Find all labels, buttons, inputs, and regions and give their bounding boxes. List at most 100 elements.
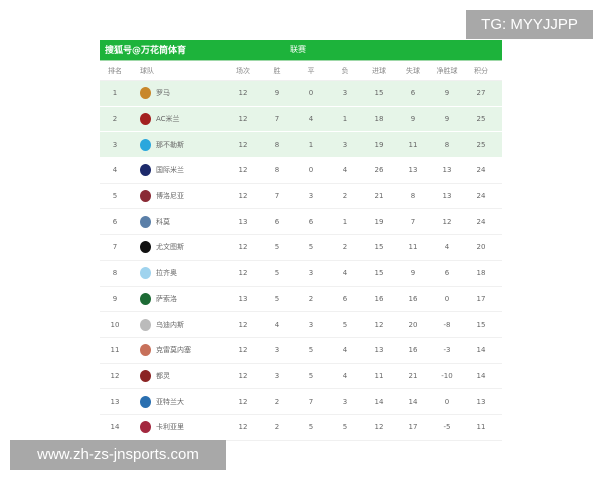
played: 13 [238, 294, 248, 303]
col-team: 球队 [140, 66, 154, 75]
drawn: 0 [308, 166, 314, 175]
points: 24 [476, 192, 486, 201]
rank: 13 [110, 397, 120, 406]
source-label: 搜狐号@万花筒体育 [105, 46, 187, 56]
drawn: 3 [308, 320, 314, 329]
goals-for: 15 [374, 243, 384, 252]
goal-diff: 9 [444, 89, 450, 98]
rank: 6 [112, 217, 118, 226]
table-title-bar: 搜狐号@万花筒体育 联赛 [100, 40, 502, 61]
col-lost: 负 [341, 66, 349, 75]
team-logo-icon [140, 369, 151, 382]
goal-diff: 9 [444, 115, 450, 124]
played: 13 [238, 217, 248, 226]
team-logo-icon [140, 267, 151, 280]
goals-for: 18 [374, 115, 384, 124]
table-row[interactable]: 9 萨索洛 13 5 2 6 16 16 0 17 [100, 287, 502, 313]
won: 2 [274, 397, 280, 406]
team-cell[interactable]: AC米兰 [130, 113, 226, 126]
goals-for: 19 [374, 140, 384, 149]
drawn: 3 [308, 192, 314, 201]
table-row[interactable]: 14 卡利亚里 12 2 5 5 12 17 -5 11 [100, 415, 502, 441]
rank: 8 [112, 269, 118, 278]
lost: 1 [342, 217, 348, 226]
team-logo-icon [140, 190, 151, 203]
goal-diff: 12 [442, 217, 452, 226]
points: 24 [476, 217, 486, 226]
team-logo-icon [140, 164, 151, 177]
goal-diff: -3 [443, 346, 451, 355]
table-row[interactable]: 11 克雷莫内塞 12 3 5 4 13 16 -3 14 [100, 338, 502, 364]
played: 12 [238, 346, 248, 355]
lost: 3 [342, 397, 348, 406]
table-row[interactable]: 7 尤文图斯 12 5 5 2 15 11 4 20 [100, 235, 502, 261]
team-logo-icon [140, 241, 151, 254]
team-cell[interactable]: 卡利亚里 [130, 421, 226, 434]
drawn: 5 [308, 243, 314, 252]
table-row[interactable]: 2 AC米兰 12 7 4 1 18 9 9 25 [100, 106, 502, 133]
won: 5 [274, 269, 280, 278]
goals-for: 26 [374, 166, 384, 175]
goal-diff: 0 [444, 294, 450, 303]
team-cell[interactable]: 都灵 [130, 369, 226, 382]
goals-for: 13 [374, 346, 384, 355]
team-cell[interactable]: 拉齐奥 [130, 267, 226, 280]
drawn: 7 [308, 397, 314, 406]
league-label: 联赛 [290, 45, 306, 54]
table-row[interactable]: 5 博洛尼亚 12 7 3 2 21 8 13 24 [100, 184, 502, 210]
team-cell[interactable]: 那不勒斯 [130, 138, 226, 151]
team-cell[interactable]: 罗马 [130, 87, 226, 100]
goals-against: 16 [408, 346, 418, 355]
lost: 5 [342, 320, 348, 329]
goals-for: 12 [374, 320, 384, 329]
table-row[interactable]: 8 拉齐奥 12 5 3 4 15 9 6 18 [100, 261, 502, 287]
goals-against: 11 [408, 243, 418, 252]
team-cell[interactable]: 萨索洛 [130, 292, 226, 305]
table-row[interactable]: 12 都灵 12 3 5 4 11 21 -10 14 [100, 364, 502, 390]
team-name: 拉齐奥 [156, 269, 177, 278]
goal-diff: 13 [442, 166, 452, 175]
played: 12 [238, 423, 248, 432]
team-name: 乌迪内斯 [156, 320, 184, 329]
table-row[interactable]: 6 科莫 13 6 6 1 19 7 12 24 [100, 209, 502, 236]
points: 17 [476, 294, 486, 303]
won: 3 [274, 371, 280, 380]
table-row[interactable]: 1 罗马 12 9 0 3 15 6 9 27 [100, 81, 502, 107]
goals-for: 11 [374, 371, 384, 380]
team-cell[interactable]: 乌迪内斯 [130, 318, 226, 331]
team-cell[interactable]: 科莫 [130, 215, 226, 228]
col-won: 胜 [273, 66, 281, 75]
points: 20 [476, 243, 486, 252]
team-cell[interactable]: 亚特兰大 [130, 395, 226, 408]
won: 7 [274, 115, 280, 124]
goal-diff: -8 [443, 320, 451, 329]
col-rank: 排名 [108, 66, 122, 75]
team-name: AC米兰 [156, 115, 180, 124]
team-cell[interactable]: 国际米兰 [130, 164, 226, 177]
goals-for: 21 [374, 192, 384, 201]
goals-against: 9 [410, 269, 416, 278]
drawn: 4 [308, 115, 314, 124]
won: 8 [274, 166, 280, 175]
drawn: 3 [308, 269, 314, 278]
team-logo-icon [140, 292, 151, 305]
won: 6 [274, 217, 280, 226]
team-cell[interactable]: 尤文图斯 [130, 241, 226, 254]
team-name: 科莫 [156, 217, 170, 226]
watermark-bottom: www.zh-zs-jnsports.com [10, 440, 226, 470]
goals-against: 17 [408, 423, 418, 432]
table-row[interactable]: 13 亚特兰大 12 2 7 3 14 14 0 13 [100, 389, 502, 415]
rank: 14 [110, 423, 120, 432]
points: 25 [476, 115, 486, 124]
team-cell[interactable]: 博洛尼亚 [130, 190, 226, 203]
played: 12 [238, 166, 248, 175]
table-row[interactable]: 4 国际米兰 12 8 0 4 26 13 13 24 [100, 158, 502, 184]
points: 11 [476, 423, 486, 432]
team-name: 那不勒斯 [156, 140, 184, 149]
col-points: 积分 [474, 66, 488, 75]
table-row[interactable]: 10 乌迪内斯 12 4 3 5 12 20 -8 15 [100, 312, 502, 338]
team-cell[interactable]: 克雷莫内塞 [130, 344, 226, 357]
team-name: 卡利亚里 [156, 423, 184, 432]
rank: 12 [110, 371, 120, 380]
table-row[interactable]: 3 那不勒斯 12 8 1 3 19 11 8 25 [100, 132, 502, 159]
